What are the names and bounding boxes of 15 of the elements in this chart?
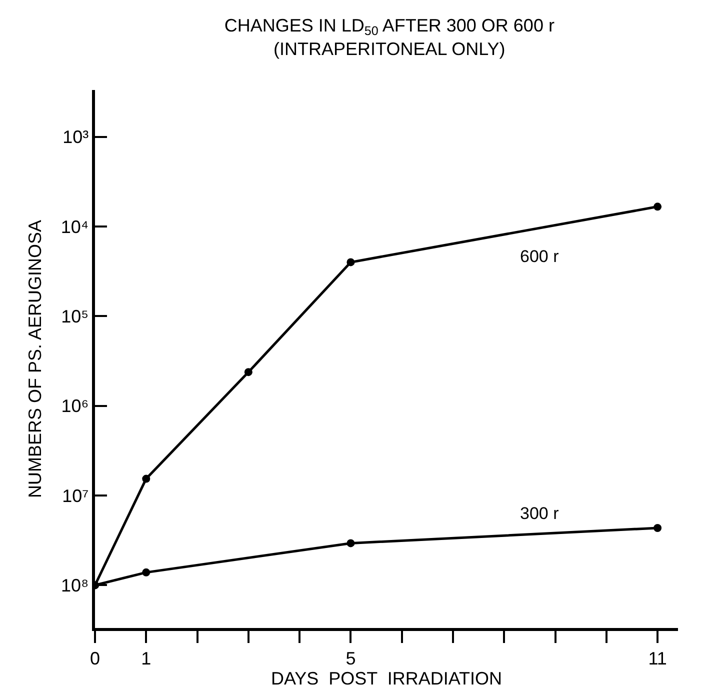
x-tick-label: 1 xyxy=(141,648,152,668)
series-label: 300 r xyxy=(520,504,560,523)
y-tick-label: 10⁴ xyxy=(60,216,89,237)
y-axis-title: NUMBERS OF PS. AERUGINOSA xyxy=(25,220,46,498)
y-tick-label: 10³ xyxy=(62,127,89,148)
x-tick-label: 5 xyxy=(346,648,356,668)
x-tick-label: 0 xyxy=(90,648,100,668)
x-axis-title: DAYS POST IRRADIATION xyxy=(270,668,502,688)
y-tick-label: 10⁸ xyxy=(61,576,89,596)
y-tick-label: 10⁵ xyxy=(61,306,89,327)
series-label: 600 r xyxy=(520,247,560,266)
y-tick-label: 10⁶ xyxy=(61,396,89,416)
chart-title: CHANGES IN LD$_{50}$ AFTER 300 OR 600 r (INTRAPERITONEAL ONLY) xyxy=(224,15,554,59)
x-tick-label: 11 xyxy=(648,648,667,668)
y-tick-label: 10⁷ xyxy=(62,486,89,506)
